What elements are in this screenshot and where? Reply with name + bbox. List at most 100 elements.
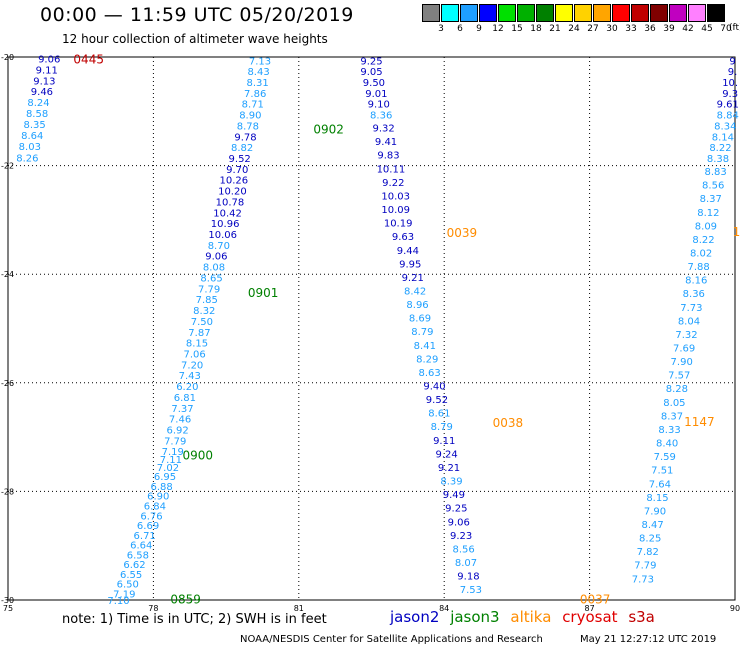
latitude-label: -28 bbox=[1, 487, 14, 496]
color-swatch bbox=[517, 4, 535, 22]
wave-height-value: 8.25 bbox=[639, 534, 661, 545]
color-swatch bbox=[441, 4, 459, 22]
generation-timestamp: May 21 12:27:12 UTC 2019 bbox=[580, 634, 717, 645]
credit-line: NOAA/NESDIS Center for Satellite Applica… bbox=[240, 634, 543, 645]
wave-height-value: 7.10 bbox=[107, 596, 129, 607]
color-scale-label: 42 bbox=[682, 24, 694, 34]
pass-time-label: 0038 bbox=[493, 416, 524, 430]
color-scale-label: 18 bbox=[530, 24, 542, 34]
altika-right-track: 99.10.9.39.618.848.348.148.228.388.838.5… bbox=[632, 56, 739, 585]
wave-height-value: 9.23 bbox=[450, 531, 472, 542]
longitude-label: 84 bbox=[439, 604, 449, 613]
wave-height-value: 8.16 bbox=[685, 276, 707, 287]
color-swatch bbox=[555, 4, 573, 22]
wave-height-value: 8.34 bbox=[714, 121, 736, 132]
longitude-label: 87 bbox=[585, 604, 595, 613]
wave-height-value: 7.73 bbox=[632, 574, 654, 585]
wave-height-value: 8.12 bbox=[697, 208, 719, 219]
color-scale-label: 36 bbox=[644, 24, 656, 34]
chart-subtitle: 12 hour collection of altimeter wave hei… bbox=[62, 32, 328, 46]
color-swatch bbox=[593, 4, 611, 22]
wave-height-value: 8.63 bbox=[419, 368, 441, 379]
wave-height-value: 8.35 bbox=[24, 120, 46, 131]
color-swatch bbox=[669, 4, 687, 22]
latitude-label: -22 bbox=[1, 162, 14, 171]
wave-height-value: 7.43 bbox=[179, 371, 201, 382]
wave-height-value: 9.21 bbox=[438, 463, 460, 474]
jason3-track: 7.138.438.317.868.718.908.789.788.829.52… bbox=[107, 56, 271, 607]
wave-height-value: 7.32 bbox=[675, 330, 697, 341]
wave-height-value: 7.79 bbox=[634, 561, 656, 572]
wave-height-value: 9.11 bbox=[36, 65, 58, 76]
wave-height-value: 6.88 bbox=[151, 482, 173, 493]
color-swatch bbox=[650, 4, 668, 22]
wave-height-value: 7.02 bbox=[157, 463, 179, 474]
pass-time-label: 0902 bbox=[313, 123, 344, 137]
wave-height-value: 8.02 bbox=[690, 248, 712, 259]
map-grid bbox=[7, 56, 736, 601]
wave-height-value: 9.49 bbox=[443, 490, 465, 501]
satellite-legend: jason2 jason3 altika cryosat s3a bbox=[390, 608, 661, 626]
wave-height-value: 8.32 bbox=[193, 306, 215, 317]
wave-height-value: 8.83 bbox=[704, 167, 726, 178]
pass-time-label: 0901 bbox=[248, 286, 279, 300]
wave-height-value: 10.96 bbox=[211, 219, 240, 230]
color-swatch bbox=[460, 4, 478, 22]
wave-height-value: 7.85 bbox=[196, 295, 218, 306]
wave-height-value: 9.25 bbox=[445, 504, 467, 515]
wave-height-value: 6.69 bbox=[137, 521, 159, 532]
wave-height-value: 10.11 bbox=[377, 164, 406, 175]
wave-height-value: 6.62 bbox=[123, 560, 145, 571]
wave-height-value: 9.78 bbox=[234, 132, 256, 143]
color-swatch bbox=[574, 4, 592, 22]
wave-height-value: 10.26 bbox=[220, 176, 249, 187]
wave-height-value: 7.20 bbox=[181, 360, 203, 371]
legend-cryosat: cryosat bbox=[562, 608, 618, 626]
color-scale-label: 27 bbox=[587, 24, 599, 34]
wave-height-value: 8.05 bbox=[663, 398, 685, 409]
wave-height-value: 9.06 bbox=[448, 517, 470, 528]
wave-height-value: 6.64 bbox=[130, 541, 152, 552]
latitude-label: -20 bbox=[1, 53, 14, 62]
wave-height-value: 10.09 bbox=[381, 205, 410, 216]
longitude-label: 78 bbox=[148, 604, 158, 613]
wave-height-value: 7.79 bbox=[198, 284, 220, 295]
wave-height-value: 9.52 bbox=[426, 395, 448, 406]
color-swatch bbox=[631, 4, 649, 22]
wave-height-value: 8.43 bbox=[247, 67, 269, 78]
legend-jason3: jason3 bbox=[450, 608, 500, 626]
wave-height-value: 8.71 bbox=[242, 100, 264, 111]
wave-height-value: 8.56 bbox=[452, 544, 474, 555]
wave-height-value: 8.41 bbox=[414, 341, 436, 352]
wave-height-value: 8.65 bbox=[200, 273, 222, 284]
wave-height-value: 8.08 bbox=[203, 263, 225, 274]
wave-height-value: 8.84 bbox=[717, 111, 739, 122]
color-swatch bbox=[422, 4, 440, 22]
wave-height-value: 9.70 bbox=[226, 165, 248, 176]
wave-height-value: 8.03 bbox=[19, 142, 41, 153]
wave-height-value: 8.36 bbox=[683, 289, 705, 300]
legend-altika: altika bbox=[510, 608, 552, 626]
color-scale-label: 30 bbox=[606, 24, 618, 34]
wave-height-value: 6.81 bbox=[174, 393, 196, 404]
wave-height-value: 8.40 bbox=[656, 439, 678, 450]
wave-height-value: 8.70 bbox=[208, 241, 230, 252]
wave-height-value: 9.11 bbox=[433, 436, 455, 447]
pass-time-label: 0859 bbox=[170, 592, 201, 606]
wave-height-value: 10.20 bbox=[218, 187, 247, 198]
wave-height-value: 9.21 bbox=[402, 273, 424, 284]
wave-height-value: 8.96 bbox=[406, 300, 428, 311]
wave-height-value: 9.05 bbox=[360, 67, 382, 78]
wave-height-value: 8.90 bbox=[239, 111, 261, 122]
map-frame bbox=[7, 56, 736, 601]
wave-height-value: 9.13 bbox=[33, 76, 55, 87]
wave-height-value: 9.40 bbox=[423, 382, 445, 393]
wave-height-value: 7.37 bbox=[171, 404, 193, 415]
wave-height-value: 9.95 bbox=[399, 259, 421, 270]
chart-title: 00:00 — 11:59 UTC 05/20/2019 bbox=[40, 4, 354, 26]
wave-height-value: 8.14 bbox=[712, 132, 734, 143]
wave-height-value: 6.92 bbox=[167, 425, 189, 436]
s3a-left-track: 9.069.119.139.468.248.588.358.648.038.26 bbox=[16, 55, 60, 165]
wave-height-value: 9.22 bbox=[382, 178, 404, 189]
